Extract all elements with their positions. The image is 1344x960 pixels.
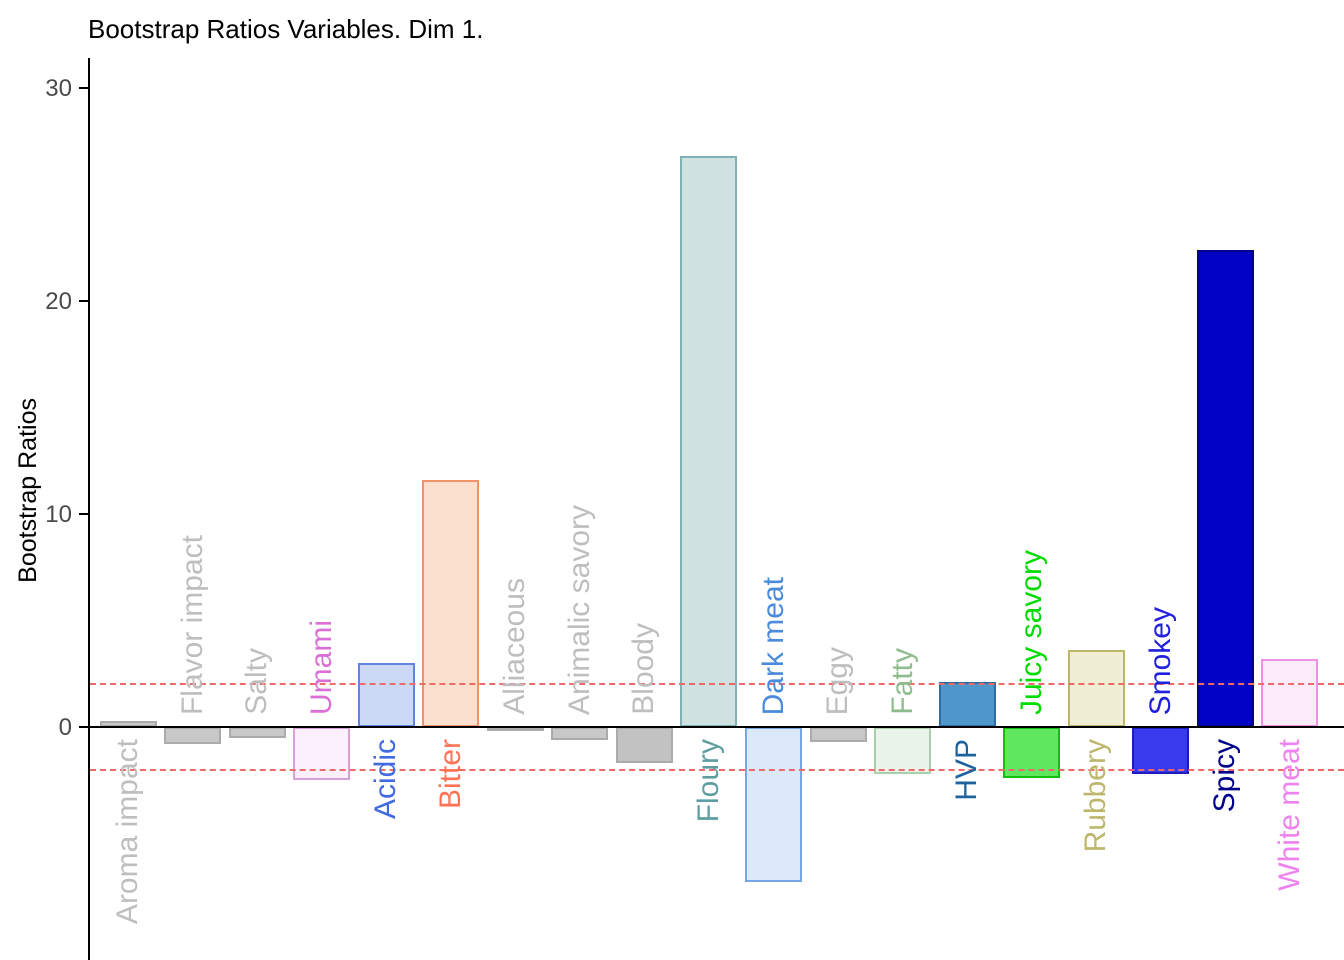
bar [422,479,480,727]
bar [874,727,932,774]
bar-label: Eggy [821,646,855,715]
bar [809,727,867,742]
bar-label: Acidic [369,739,403,820]
bar [228,727,286,738]
bar [1132,727,1190,774]
bar-label: HVP [950,739,984,801]
bar-label: Dark meat [756,576,790,715]
bar-label: Spicy [1208,739,1242,813]
threshold-line [90,683,1344,686]
y-tick-label: 30 [45,75,72,102]
bar [938,682,996,727]
zero-line [90,726,1344,728]
bar-label: Juicy savory [1014,549,1048,715]
y-tick-label: 10 [45,501,72,528]
bar [680,156,738,727]
y-tick-label: 0 [58,714,72,741]
bar-label: Bitter [433,739,467,810]
bar [1196,249,1254,727]
y-axis-line [88,58,90,960]
bar-label: Fatty [885,648,919,715]
bar [99,720,157,727]
bar-label: Flavor impact [175,534,209,715]
bar [293,727,351,781]
bar [551,727,609,740]
bar [745,727,802,883]
y-axis-tick [79,300,88,302]
bar [357,663,415,727]
y-axis-tick [79,726,88,728]
bar-label: White meat [1272,739,1306,891]
bar [164,727,222,745]
bar [1261,658,1319,727]
bar-label: Alliaceous [498,578,532,715]
chart-title: Bootstrap Ratios Variables. Dim 1. [88,14,484,44]
bar-label: Bloody [627,623,661,715]
bar-label: Floury [691,739,725,823]
bar-label: Aroma impact [111,739,144,925]
y-axis-tick [79,513,88,515]
bar [615,727,673,764]
bar-label: Umami [304,620,338,715]
bar [1067,650,1125,727]
bar-label: Salty [240,648,274,715]
threshold-line [90,768,1344,771]
y-tick-label: 20 [45,288,72,315]
y-axis-tick [79,87,88,89]
bar-label: Animalic savory [562,504,596,715]
bar-label: Rubbery [1079,739,1113,853]
bar-label: Smokey [1143,606,1177,715]
bar [486,727,544,732]
